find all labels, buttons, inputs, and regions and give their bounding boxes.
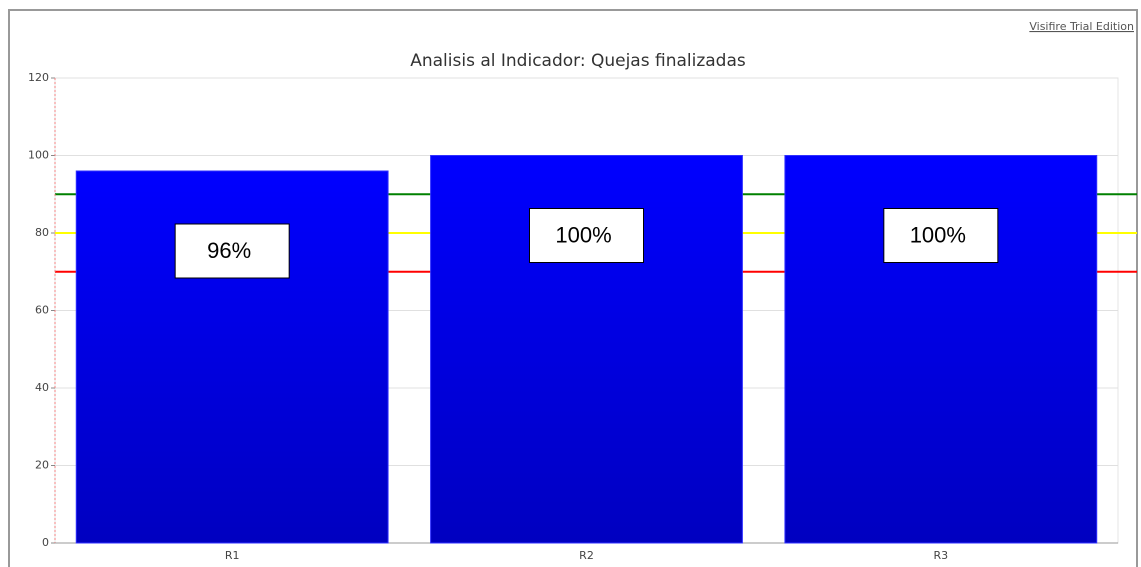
y-tick-label: 40 bbox=[35, 381, 49, 394]
value-label-box bbox=[174, 223, 290, 279]
y-tick-label: 80 bbox=[35, 226, 49, 239]
value-label: 96% bbox=[207, 238, 251, 263]
x-tick-label: R2 bbox=[579, 549, 594, 562]
y-tick-label: 120 bbox=[28, 71, 49, 84]
chart-title: Analisis al Indicador: Quejas finalizada… bbox=[410, 51, 746, 71]
value-label-box bbox=[529, 208, 644, 263]
x-tick-label: R1 bbox=[225, 549, 240, 562]
x-tick-label: R3 bbox=[934, 549, 949, 562]
y-tick-label: 60 bbox=[35, 304, 49, 317]
value-label: 100% bbox=[555, 222, 611, 247]
value-label: 100% bbox=[910, 222, 966, 247]
watermark[interactable]: Visifire Trial Edition bbox=[1029, 20, 1134, 33]
y-tick-label: 0 bbox=[42, 536, 49, 549]
value-label-box bbox=[883, 208, 999, 263]
y-tick-label: 20 bbox=[35, 459, 49, 472]
y-tick-label: 100 bbox=[28, 149, 49, 162]
